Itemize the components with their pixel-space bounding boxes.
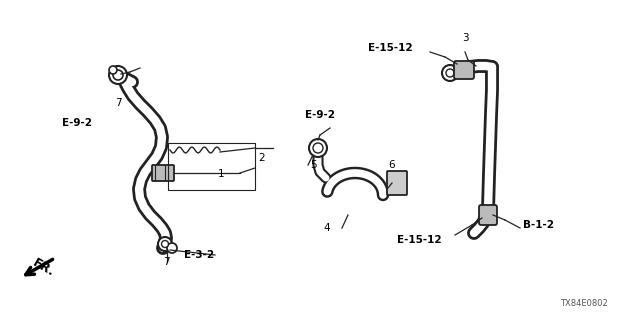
Text: 7: 7 — [115, 98, 122, 108]
FancyBboxPatch shape — [387, 171, 407, 195]
FancyBboxPatch shape — [479, 205, 497, 225]
Text: 1: 1 — [218, 169, 225, 179]
FancyBboxPatch shape — [152, 165, 174, 181]
Circle shape — [109, 66, 117, 74]
FancyBboxPatch shape — [454, 61, 474, 79]
Text: B-1-2: B-1-2 — [523, 220, 554, 230]
Circle shape — [167, 243, 177, 253]
Circle shape — [158, 237, 172, 251]
Circle shape — [313, 143, 323, 153]
Text: TX84E0802: TX84E0802 — [560, 299, 608, 308]
Text: 4: 4 — [323, 223, 330, 233]
Text: 7: 7 — [163, 257, 170, 267]
Circle shape — [109, 66, 127, 84]
Text: FR.: FR. — [30, 257, 56, 279]
Text: 2: 2 — [258, 153, 264, 163]
Text: E-9-2: E-9-2 — [305, 110, 335, 120]
Text: 5: 5 — [310, 160, 317, 170]
Text: E-15-12: E-15-12 — [397, 235, 442, 245]
Circle shape — [113, 70, 123, 80]
Circle shape — [446, 69, 454, 77]
Circle shape — [442, 65, 458, 81]
Circle shape — [161, 241, 168, 247]
Text: E-9-2: E-9-2 — [62, 118, 92, 128]
Text: E-3-2: E-3-2 — [184, 250, 214, 260]
Text: E-15-12: E-15-12 — [368, 43, 413, 53]
Text: 3: 3 — [462, 33, 468, 43]
Text: 6: 6 — [388, 160, 395, 170]
Circle shape — [309, 139, 327, 157]
